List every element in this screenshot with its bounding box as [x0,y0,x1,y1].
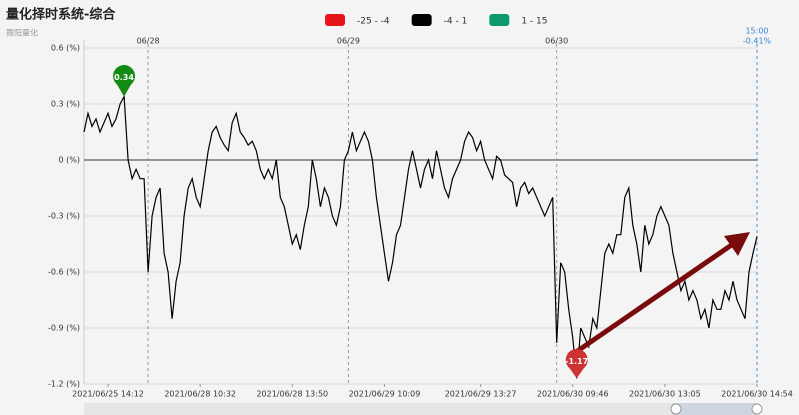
x-tick-label: 2021/06/29 10:09 [349,390,421,399]
end-time: 15:00 [745,27,768,36]
pin-label: 0.34 [114,73,134,82]
legend: -25 - -4 -4 - 1 1 - 15 [325,14,547,27]
day-tick-label: 06/30 [545,37,568,46]
y-tick-label: -1.2 (%) [48,380,80,389]
scroll-handle[interactable] [751,403,763,415]
legend-swatch [411,14,432,26]
pin-label: -1.17 [565,357,588,366]
pin-shape [113,65,136,97]
y-tick-label: 0.6 (%) [51,44,80,53]
chart-title: 量化择时系统-综合 [6,7,116,23]
x-tick-label: 2021/06/30 13:05 [629,390,701,399]
legend-label: -25 - -4 [357,17,390,27]
x-tick-label: 2021/06/28 13:50 [256,390,328,399]
chart-subtitle: 舞阳量化 [6,28,38,38]
x-tick-label: 2021/06/28 10:32 [164,390,236,399]
x-tick-label: 2021/06/30 14:54 [721,390,793,399]
legend-label: 1 - 15 [521,17,547,27]
y-tick-label: 0 (%) [59,156,80,165]
y-tick-label: 0.3 (%) [51,100,80,109]
end-value: -0.41% [743,37,772,46]
y-tick-label: -0.9 (%) [48,324,80,333]
y-tick-label: -0.3 (%) [48,212,80,221]
x-tick-label: 2021/06/30 09:46 [537,390,609,399]
scrollbar[interactable] [84,403,757,415]
scroll-handle[interactable] [670,403,682,415]
x-tick-label: 2021/06/29 13:27 [445,390,517,399]
x-tick-label: 2021/06/25 14:12 [72,390,144,399]
trend-arrow-head [724,232,750,256]
day-tick-label: 06/28 [137,37,160,46]
scroll-window[interactable] [672,403,757,415]
pin: -1.17 [565,348,588,379]
trend-arrow [574,241,735,355]
legend-label: -4 - 1 [444,17,468,27]
pin-shape [565,348,588,379]
line-series [83,94,758,379]
pin: 0.34 [113,65,136,97]
legend-swatch [325,14,345,26]
day-tick-label: 06/29 [337,37,360,46]
y-tick-label: -0.6 (%) [48,268,80,277]
legend-swatch [489,14,510,26]
